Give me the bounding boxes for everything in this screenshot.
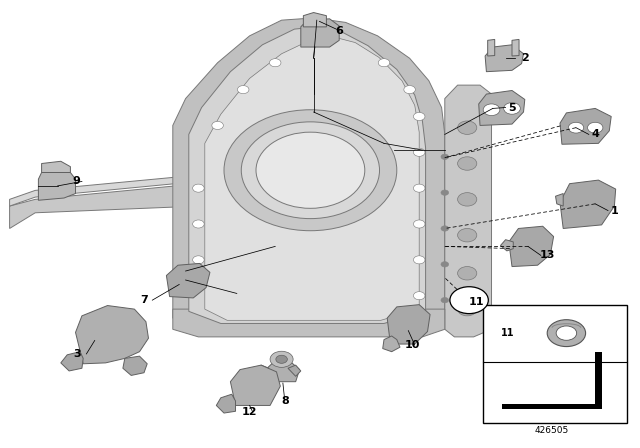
- Polygon shape: [512, 39, 519, 56]
- Bar: [483, 305, 627, 423]
- Polygon shape: [10, 184, 198, 228]
- Polygon shape: [173, 18, 445, 329]
- Polygon shape: [205, 37, 419, 320]
- Text: 3: 3: [73, 349, 81, 359]
- Polygon shape: [301, 19, 339, 47]
- Circle shape: [483, 104, 500, 116]
- Polygon shape: [509, 226, 554, 267]
- Polygon shape: [230, 365, 280, 405]
- Bar: [502, 404, 602, 409]
- Text: 11: 11: [469, 297, 484, 307]
- Circle shape: [276, 355, 287, 363]
- Circle shape: [458, 228, 477, 242]
- Circle shape: [413, 112, 425, 121]
- Polygon shape: [189, 27, 426, 323]
- Circle shape: [458, 121, 477, 134]
- Circle shape: [441, 262, 449, 267]
- Circle shape: [256, 132, 365, 208]
- Polygon shape: [303, 13, 326, 27]
- Polygon shape: [173, 309, 445, 337]
- Circle shape: [458, 157, 477, 170]
- Text: 2: 2: [521, 53, 529, 63]
- Circle shape: [270, 351, 293, 367]
- Circle shape: [441, 297, 449, 303]
- Circle shape: [193, 184, 204, 192]
- Circle shape: [413, 292, 425, 300]
- Polygon shape: [560, 108, 611, 144]
- Circle shape: [413, 184, 425, 192]
- Circle shape: [413, 148, 425, 156]
- Circle shape: [413, 256, 425, 264]
- Text: 5: 5: [508, 103, 516, 112]
- Text: 9: 9: [73, 177, 81, 186]
- Circle shape: [458, 302, 477, 316]
- Polygon shape: [42, 161, 70, 172]
- Polygon shape: [556, 194, 563, 206]
- Circle shape: [504, 103, 520, 114]
- Polygon shape: [445, 85, 492, 337]
- Circle shape: [450, 287, 488, 314]
- Circle shape: [547, 320, 586, 347]
- Circle shape: [404, 86, 415, 94]
- Circle shape: [193, 256, 204, 264]
- Polygon shape: [488, 39, 495, 56]
- Text: 4: 4: [591, 129, 599, 139]
- Circle shape: [441, 190, 449, 195]
- Text: 8: 8: [281, 396, 289, 406]
- Circle shape: [458, 193, 477, 206]
- Circle shape: [441, 226, 449, 231]
- Polygon shape: [61, 352, 83, 371]
- Bar: [595, 352, 602, 409]
- Polygon shape: [383, 336, 400, 352]
- Text: 10: 10: [405, 340, 420, 350]
- Text: 13: 13: [540, 250, 555, 260]
- Circle shape: [241, 122, 380, 219]
- Text: 426505: 426505: [534, 426, 569, 435]
- Text: 1: 1: [611, 206, 618, 215]
- Circle shape: [458, 267, 477, 280]
- Polygon shape: [387, 305, 430, 344]
- Circle shape: [556, 326, 577, 340]
- Polygon shape: [166, 263, 210, 298]
- Polygon shape: [288, 365, 301, 376]
- Polygon shape: [500, 240, 513, 251]
- Circle shape: [237, 86, 249, 94]
- Circle shape: [378, 59, 390, 67]
- Text: 11: 11: [501, 328, 515, 338]
- Polygon shape: [216, 394, 236, 413]
- Polygon shape: [123, 356, 147, 375]
- Text: 12: 12: [242, 407, 257, 417]
- Circle shape: [269, 59, 281, 67]
- Text: 6: 6: [335, 26, 343, 36]
- Circle shape: [441, 154, 449, 159]
- Polygon shape: [76, 306, 148, 364]
- Circle shape: [212, 121, 223, 129]
- Polygon shape: [10, 175, 202, 206]
- Polygon shape: [266, 361, 300, 382]
- Polygon shape: [256, 365, 269, 376]
- Polygon shape: [560, 180, 616, 228]
- Polygon shape: [485, 45, 524, 72]
- Circle shape: [568, 122, 584, 133]
- Circle shape: [413, 220, 425, 228]
- Polygon shape: [479, 90, 525, 125]
- Circle shape: [193, 220, 204, 228]
- Text: 7: 7: [140, 295, 148, 305]
- Circle shape: [224, 110, 397, 231]
- Circle shape: [588, 122, 603, 133]
- Polygon shape: [38, 172, 76, 200]
